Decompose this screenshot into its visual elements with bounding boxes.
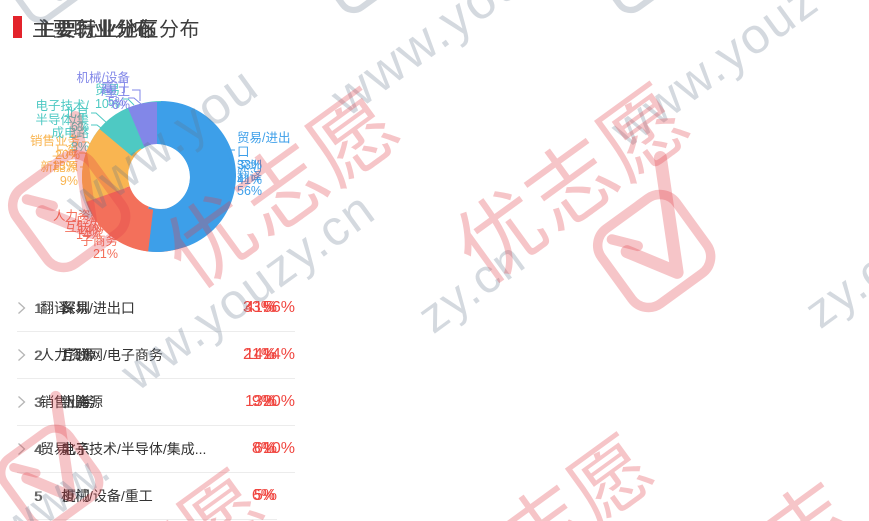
watermark-brand-text: 优志 bbox=[672, 449, 869, 521]
list-item[interactable]: 4 北京 6% bbox=[29, 426, 277, 473]
item-percent-value: 9% bbox=[251, 393, 275, 410]
donut-slice-5[interactable] bbox=[127, 102, 157, 147]
watermark-logo-icon bbox=[565, 0, 708, 40]
list-item[interactable]: 1 深圳 41% bbox=[29, 285, 277, 332]
label-connector-line bbox=[91, 112, 109, 125]
item-percent-value: 33% bbox=[242, 299, 275, 316]
rank-number: 4 bbox=[34, 441, 42, 457]
slice-label: 新能源 9% bbox=[40, 160, 78, 188]
section-title: 主要职业分布 bbox=[32, 18, 155, 41]
item-percent-value: 13% bbox=[244, 393, 277, 410]
rank-number: 5 bbox=[34, 488, 42, 504]
item-percent-value: 10% bbox=[262, 440, 295, 457]
rank-number: 5 bbox=[35, 488, 43, 504]
rank-number: 1 bbox=[35, 300, 43, 316]
slice-label: 贸易 10% bbox=[94, 83, 120, 111]
chevron-right-icon bbox=[17, 395, 30, 409]
item-label: 深圳 bbox=[62, 300, 90, 316]
item-percent-value: 8% bbox=[251, 440, 275, 457]
region-rank-list: 1 深圳 41% 2 广州 14% 3 上海 13% 4 北京 6% 5 厦门 5% bbox=[29, 285, 277, 520]
item-percent-value: 14% bbox=[262, 346, 295, 363]
section-title-region: 主要就业地区分布 bbox=[17, 15, 200, 41]
slice-label: 北京 6% bbox=[63, 106, 89, 134]
rank-number: 2 bbox=[35, 347, 43, 363]
slice-label: 销售业务 20% bbox=[29, 134, 80, 162]
item-percent-value: 14% bbox=[244, 346, 277, 363]
section-title: 主要就业地区分布 bbox=[36, 18, 200, 41]
label-connector-line bbox=[91, 124, 102, 129]
title-accent-bar bbox=[13, 16, 18, 38]
item-percent-value: 6% bbox=[253, 440, 277, 457]
label-connector-line bbox=[122, 98, 135, 106]
watermark-logo-icon bbox=[288, 0, 431, 40]
rank-number: 3 bbox=[34, 394, 42, 410]
slice-label: 广州 14% bbox=[75, 214, 101, 242]
title-accent-bar bbox=[17, 16, 22, 38]
item-percent-value: 41% bbox=[244, 299, 277, 316]
item-percent-value: 20% bbox=[262, 393, 295, 410]
label-connector-line bbox=[128, 97, 142, 105]
chevron-right-icon bbox=[17, 442, 30, 456]
watermark-url-text: zy.cn bbox=[408, 231, 536, 344]
slice-label: 电子技术/半导体/集 成电路 8% bbox=[35, 99, 89, 154]
item-percent-value: 56% bbox=[262, 299, 295, 316]
region-donut-chart: 深圳 41% 广州 14% 上海 13% 北京 6% 厦门 5% bbox=[0, 0, 289, 270]
list-item[interactable]: 3 上海 13% bbox=[29, 379, 277, 426]
watermark-url-text: www.you bbox=[320, 0, 535, 128]
slice-label: 上海 13% bbox=[51, 145, 77, 173]
watermark-logo-icon bbox=[550, 137, 762, 351]
label-connector-line bbox=[132, 89, 141, 101]
item-label: 上海 bbox=[62, 394, 90, 410]
list-item[interactable]: 2 广州 14% bbox=[29, 332, 277, 379]
rank-number: 2 bbox=[34, 347, 42, 363]
item-percent-value: 21% bbox=[242, 346, 275, 363]
label-connector-line bbox=[79, 152, 90, 158]
item-percent-value: 5% bbox=[253, 487, 277, 504]
slice-label: 人力资源 14% bbox=[52, 209, 103, 237]
section-title-occupation: 主要职业分布 bbox=[13, 15, 155, 41]
slice-label: 深圳 41% bbox=[237, 159, 263, 187]
watermark-brand-text: 优志愿 bbox=[408, 403, 675, 521]
chevron-right-icon bbox=[17, 348, 30, 362]
list-item[interactable]: 5 厦门 5% bbox=[29, 473, 277, 520]
label-connector-line bbox=[103, 220, 115, 228]
slice-label: 厦门 5% bbox=[100, 81, 126, 109]
region-section: 主要就业地区分布 深圳 41% 广州 14% 上海 13% 北京 6% 厦门 5% 1 深圳 41% 2… bbox=[0, 0, 289, 521]
donut-slice-2[interactable] bbox=[86, 187, 154, 252]
donut-slice-3[interactable] bbox=[81, 128, 132, 202]
section-title: 主要行业分布 bbox=[35, 18, 158, 41]
donut-slice-1[interactable] bbox=[148, 102, 232, 252]
item-label: 厦门 bbox=[62, 488, 90, 504]
rank-number: 4 bbox=[35, 441, 43, 457]
slice-label: 贸易/进出口 33% bbox=[237, 131, 291, 172]
watermark-url-text: zy.cn bbox=[795, 226, 869, 339]
item-label: 北京 bbox=[62, 441, 90, 457]
watermark-brand-text: 优志愿 bbox=[438, 68, 709, 302]
donut-svg bbox=[79, 97, 235, 252]
rank-number: 3 bbox=[35, 394, 43, 410]
donut-slice-4[interactable] bbox=[99, 107, 145, 156]
item-label: 广州 bbox=[62, 347, 90, 363]
item-percent-value: 6% bbox=[251, 487, 275, 504]
chevron-right-icon bbox=[17, 301, 30, 315]
rank-number: 1 bbox=[34, 300, 42, 316]
watermark-url-text: www.youz bbox=[600, 0, 829, 159]
slice-label: 机械/设备/重工 6% bbox=[76, 71, 130, 112]
slice-label: 翻译 56% bbox=[237, 170, 263, 198]
